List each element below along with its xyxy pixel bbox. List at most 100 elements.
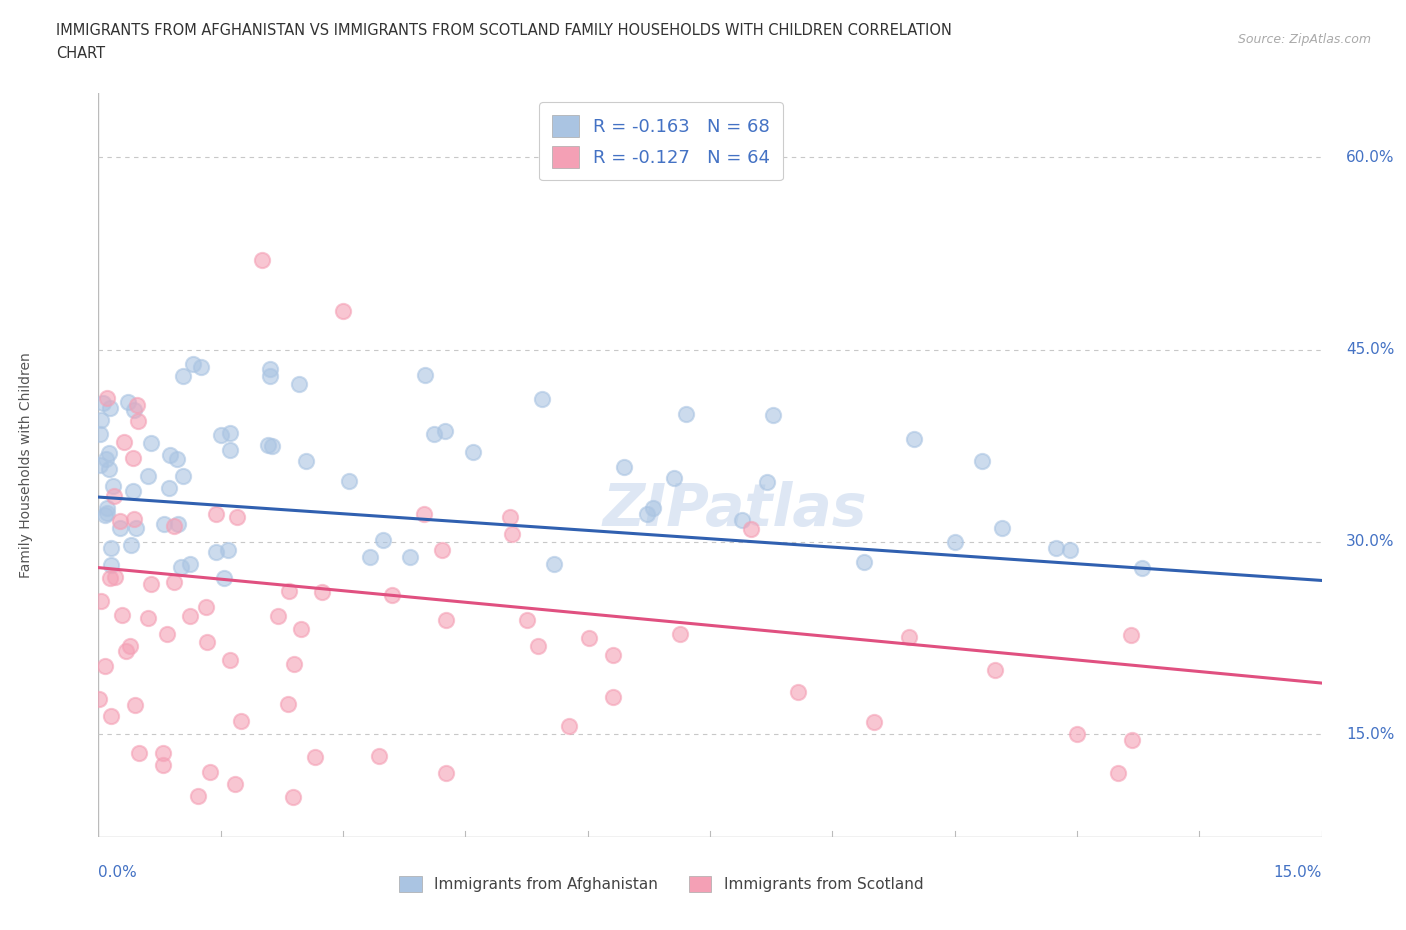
Point <box>195 634 218 649</box>
Point <box>224 777 246 791</box>
Point <box>98 401 121 416</box>
Point <box>636 506 658 521</box>
Point <box>128 746 150 761</box>
Point <box>602 689 624 704</box>
Point <box>98 462 121 477</box>
Point <box>288 377 311 392</box>
Point <box>290 621 312 636</box>
Point <box>172 469 194 484</box>
Point <box>558 719 581 734</box>
Point <box>90 412 112 427</box>
Point <box>152 746 174 761</box>
Point <box>139 435 162 450</box>
Point <box>205 545 228 560</box>
Point <box>283 657 305 671</box>
Point <box>187 789 209 804</box>
Point <box>250 252 273 267</box>
Point <box>984 663 1007 678</box>
Point <box>166 516 188 531</box>
Point <box>125 521 148 536</box>
Point <box>219 425 242 440</box>
Point <box>96 506 118 521</box>
Point <box>172 368 194 383</box>
Point <box>219 652 242 667</box>
Text: ZIPatlas: ZIPatlas <box>602 481 866 538</box>
Point <box>853 555 876 570</box>
Point <box>108 521 131 536</box>
Point <box>277 697 299 711</box>
Point <box>89 458 111 472</box>
Point <box>1107 765 1129 780</box>
Point <box>152 516 174 531</box>
Point <box>943 535 966 550</box>
Point <box>731 512 754 527</box>
Text: 15.0%: 15.0% <box>1346 727 1395 742</box>
Point <box>152 758 174 773</box>
Point <box>108 513 131 528</box>
Point <box>1121 628 1143 643</box>
Point <box>219 443 242 458</box>
Text: Family Households with Children: Family Households with Children <box>20 352 34 578</box>
Point <box>157 481 180 496</box>
Point <box>501 527 523 542</box>
Point <box>112 434 135 449</box>
Point <box>122 403 145 418</box>
Point <box>1045 541 1067 556</box>
Point <box>368 749 391 764</box>
Text: Source: ZipAtlas.com: Source: ZipAtlas.com <box>1237 33 1371 46</box>
Point <box>740 522 762 537</box>
Point <box>669 627 692 642</box>
Point <box>122 484 145 498</box>
Point <box>136 469 159 484</box>
Text: 30.0%: 30.0% <box>1346 535 1395 550</box>
Point <box>124 512 146 526</box>
Point <box>371 533 394 548</box>
Point <box>641 500 664 515</box>
Point <box>903 432 925 446</box>
Point <box>96 390 118 405</box>
Point <box>91 395 114 410</box>
Point <box>97 445 120 460</box>
Point <box>94 507 117 522</box>
Point <box>162 519 184 534</box>
Point <box>434 765 457 780</box>
Point <box>413 367 436 382</box>
Point <box>613 459 636 474</box>
Point <box>662 471 685 485</box>
Point <box>262 439 284 454</box>
Point <box>229 714 252 729</box>
Point <box>1121 733 1143 748</box>
Point <box>499 510 522 525</box>
Point <box>897 630 920 644</box>
Point <box>159 447 181 462</box>
Point <box>100 541 122 556</box>
Point <box>170 560 193 575</box>
Point <box>125 397 148 412</box>
Point <box>332 303 354 318</box>
Point <box>198 764 221 779</box>
Point <box>190 360 212 375</box>
Point <box>381 587 404 602</box>
Point <box>972 453 994 468</box>
Point <box>117 395 139 410</box>
Point <box>111 607 134 622</box>
Point <box>756 474 779 489</box>
Point <box>1066 727 1088 742</box>
Point <box>278 583 301 598</box>
Point <box>257 437 280 452</box>
Point <box>602 648 624 663</box>
Point <box>863 714 886 729</box>
Point <box>89 427 111 442</box>
Text: 60.0%: 60.0% <box>1346 150 1395 165</box>
Point <box>675 406 697 421</box>
Point <box>104 570 127 585</box>
Point <box>205 507 228 522</box>
Point <box>786 684 808 699</box>
Point <box>94 658 117 673</box>
Point <box>214 571 236 586</box>
Point <box>463 445 485 459</box>
Point <box>430 542 453 557</box>
Point <box>295 454 318 469</box>
Point <box>543 557 565 572</box>
Point <box>101 479 124 494</box>
